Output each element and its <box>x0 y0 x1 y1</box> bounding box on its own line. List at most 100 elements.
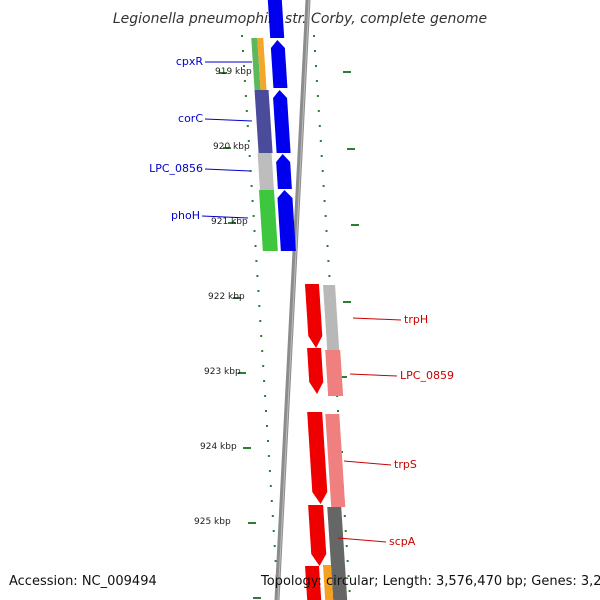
inner-tick <box>274 560 277 562</box>
cds-arrow-corC <box>273 90 291 153</box>
inner-tick <box>271 515 274 517</box>
outer-tick <box>337 410 339 412</box>
scale-label: 919 kbp <box>215 67 252 77</box>
major-tick-outer <box>343 71 351 73</box>
outer-tick <box>313 35 315 37</box>
inner-tick <box>266 425 268 427</box>
scale-label: 920 kbp <box>213 142 250 152</box>
outer-tick <box>347 575 350 577</box>
label-leader-line <box>204 118 253 122</box>
cds-arrow-LPC_0856 <box>276 154 292 189</box>
gene-label-trpS: trpS <box>394 458 417 471</box>
phoH-category-bar <box>258 190 278 251</box>
outer-tick <box>321 170 324 172</box>
cds-arrow-trpS <box>307 412 328 504</box>
inner-tick <box>257 290 260 292</box>
outer-tick <box>326 245 329 247</box>
inner-tick <box>244 95 247 97</box>
inner-tick <box>259 320 262 322</box>
gene-label-trpH: trpH <box>404 313 428 326</box>
major-tick-outer <box>351 224 359 226</box>
inner-tick <box>272 530 275 532</box>
major-tick-inner <box>233 297 241 299</box>
inner-tick <box>260 335 263 337</box>
inner-tick <box>258 305 261 307</box>
gene-label-scpA: scpA <box>389 535 416 548</box>
scale-label: 923 kbp <box>204 367 241 377</box>
label-leader-line <box>201 215 249 219</box>
label-leader-line <box>204 168 251 172</box>
inner-tick <box>267 455 270 457</box>
inner-tick <box>256 275 259 277</box>
outer-tick <box>315 65 317 67</box>
major-tick-inner <box>219 72 227 74</box>
inner-tick <box>247 140 250 142</box>
cds-arrow-phoH <box>277 190 296 251</box>
outer-tick <box>314 50 316 52</box>
inner-tick <box>250 185 253 187</box>
major-tick-inner <box>238 372 246 374</box>
cpxR-category-bar <box>251 38 261 90</box>
inner-tick <box>270 500 273 502</box>
inner-tick <box>255 260 258 262</box>
inner-tick <box>262 365 265 367</box>
cpxR-category-bar-secondary <box>257 38 267 90</box>
major-tick-inner <box>223 147 231 149</box>
outer-tick <box>327 260 330 262</box>
inner-tick <box>252 215 255 217</box>
inner-tick <box>268 470 271 472</box>
gene-label-corC: corC <box>178 112 203 125</box>
outer-tick <box>322 185 325 187</box>
outer-tick <box>324 215 327 217</box>
topology-text: Topology: circular; Length: 3,576,470 bp… <box>261 574 600 589</box>
outer-tick <box>325 230 328 232</box>
outer-tick <box>348 590 351 592</box>
outer-tick <box>345 545 348 547</box>
scpA-category-bar <box>327 507 348 600</box>
inner-tick <box>248 155 251 157</box>
cds-arrow-downstream <box>305 566 322 600</box>
corC-category-bar <box>254 90 273 153</box>
gene-labels: cpxR corC LPC_0856 phoH trpH LPC_0859 trpS scpA <box>149 55 454 548</box>
inner-tick <box>243 80 246 82</box>
gene-label-cpxR: cpxR <box>176 55 204 68</box>
major-tick-inner <box>243 447 251 449</box>
LPC_0859-category-bar <box>325 350 344 396</box>
major-tick-outer <box>343 301 351 303</box>
label-leader-line <box>337 537 387 543</box>
inner-tick <box>267 440 269 442</box>
major-tick-inner <box>253 597 261 599</box>
inner-tick <box>253 230 256 232</box>
next-category-bar <box>322 565 334 600</box>
label-leader-line <box>343 460 392 466</box>
trpH-category-bar <box>323 285 340 350</box>
cds-arrow-scpA <box>308 505 327 566</box>
inner-tick <box>261 350 264 352</box>
outer-tick <box>346 560 349 562</box>
outer-tick <box>315 80 318 82</box>
inner-tick <box>241 35 243 37</box>
gene-label-LPC_0859: LPC_0859 <box>400 369 454 382</box>
outer-tick <box>323 200 326 202</box>
cds-arrow-upstream <box>267 0 285 38</box>
cds-arrow-trpH <box>304 284 323 348</box>
backbone-highlight <box>277 0 310 600</box>
scale-label: 921 kbp <box>211 217 248 227</box>
accession-text: Accession: NC_009494 <box>9 574 157 589</box>
major-tick-inner <box>228 222 236 224</box>
inner-tick <box>264 395 267 397</box>
map-title: Legionella pneumophila str. Corby, compl… <box>113 11 487 27</box>
genome-backbone <box>274 0 311 600</box>
inner-tick <box>242 50 244 52</box>
inner-tick <box>249 170 252 172</box>
major-tick-outer <box>347 148 355 150</box>
inner-tick <box>246 125 249 127</box>
scale-label: 924 kbp <box>200 442 237 452</box>
outer-tick <box>316 95 319 97</box>
cds-arrow-LPC_0859 <box>307 348 324 394</box>
backbone-line <box>274 0 311 600</box>
inner-tick <box>263 380 266 382</box>
LPC_0856-category-bar <box>257 153 274 190</box>
cds-features <box>267 0 328 600</box>
inner-tick <box>273 545 276 547</box>
